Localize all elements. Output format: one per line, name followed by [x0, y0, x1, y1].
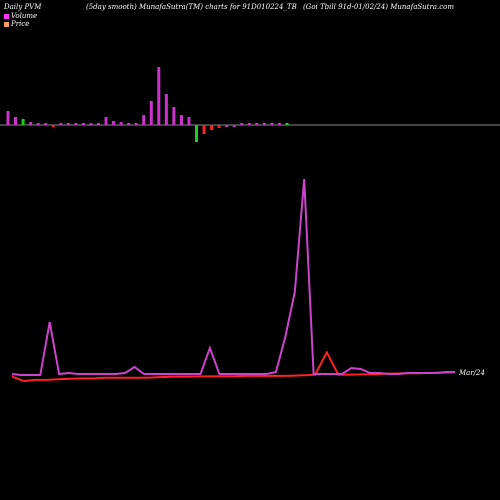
volume-bar [232, 125, 236, 127]
volume-bar [195, 125, 199, 142]
volume-bar [187, 117, 191, 125]
volume-bar [277, 123, 281, 125]
volume-bar [247, 123, 251, 125]
volume-bar [112, 121, 116, 125]
volume-bar [44, 123, 48, 125]
volume-bar [119, 122, 123, 125]
volume-swatch [4, 13, 9, 19]
volume-bar [149, 101, 153, 125]
volume-bar [59, 123, 63, 125]
volume-bar [104, 117, 108, 125]
header-center: (5day smooth) MunafaSutra(TM) charts for… [86, 3, 297, 11]
legend-volume-label: Volume [11, 12, 38, 20]
volume-bar [21, 119, 25, 125]
volume-bar [210, 125, 214, 130]
volume-bar [36, 123, 40, 125]
end-label: Mar/24 [458, 369, 485, 377]
volume-bar [74, 123, 78, 125]
volume-bar [134, 123, 138, 125]
volume-bar [66, 123, 70, 125]
legend-volume: Volume [4, 12, 37, 20]
legend-price-label: Price [11, 20, 30, 28]
volume-bar [255, 123, 259, 125]
volume-smooth-line [11, 178, 455, 376]
volume-bar [96, 123, 100, 125]
volume-bar [179, 115, 183, 125]
volume-bar [157, 67, 161, 125]
volume-bar [202, 125, 206, 134]
volume-bar [270, 123, 274, 125]
header-left: Daily PVM [4, 3, 42, 11]
volume-bar [142, 115, 146, 125]
header-right: (Goi Tbill 91d-01/02/24) MunafaSutra.com [303, 3, 454, 11]
volume-bar [14, 117, 18, 125]
price-swatch [4, 21, 9, 27]
volume-bar [285, 123, 289, 125]
volume-bar [240, 123, 244, 125]
volume-bar [89, 123, 93, 125]
volume-bar [262, 123, 266, 125]
volume-bar [172, 107, 176, 125]
volume-bar [164, 94, 168, 125]
volume-bar [51, 125, 55, 127]
volume-bar [217, 125, 221, 128]
volume-bar [81, 123, 85, 125]
volume-bar [225, 125, 229, 127]
volume-bar [6, 111, 10, 125]
price-line [11, 350, 456, 383]
volume-bar [29, 122, 33, 125]
volume-bar [127, 123, 131, 125]
legend-price: Price [4, 20, 29, 28]
